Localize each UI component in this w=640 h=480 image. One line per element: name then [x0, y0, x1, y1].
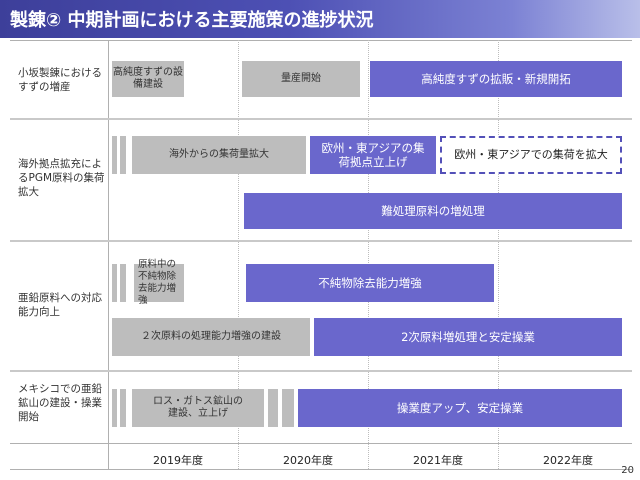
row-separator: [10, 240, 632, 242]
bar-pgm-base-launch: 欧州・東アジアの集荷拠点立上げ: [310, 136, 436, 174]
progress-stripe: [112, 389, 117, 427]
bar-pgm-collection-expansion: 欧州・東アジアでの集荷を拡大: [440, 136, 622, 174]
table-bottom-border: [10, 469, 632, 470]
title-bar: 製錬② 中期計画における主要施策の進捗状況: [0, 0, 640, 38]
year-label-2021: 2021年度: [413, 454, 463, 467]
year-label-2019: 2019年度: [153, 454, 203, 467]
year-divider-2021: [368, 40, 369, 469]
bar-zinc-secondary-construction: ２次原料の処理能力増強の建設: [112, 318, 310, 356]
bar-tin-facility-construction: 高純度すずの設備建設: [112, 61, 184, 97]
row-separator: [10, 118, 632, 120]
year-divider-2020: [238, 40, 239, 469]
page-title: 製錬② 中期計画における主要施策の進捗状況: [10, 10, 374, 31]
progress-stripe: [120, 389, 126, 427]
bar-zinc-impurity-capacity: 不純物除去能力増強: [246, 264, 494, 302]
row-label-zinc: 亜鉛原料への対応能力向上: [18, 292, 102, 318]
year-divider-2022: [498, 40, 499, 469]
row-label-tin: 小坂製錬におけるすずの増産: [18, 67, 102, 93]
progress-stripe: [120, 264, 126, 302]
year-axis-line: [10, 443, 632, 444]
progress-stripe: [282, 389, 294, 427]
progress-stripe: [112, 136, 117, 174]
label-column-divider: [108, 40, 109, 469]
row-label-mexico: メキシコでの亜鉛鉱山の建設・操業開始: [18, 383, 102, 423]
progress-stripe: [112, 264, 117, 302]
progress-stripe: [120, 136, 126, 174]
bar-pgm-difficult-material: 難処理原料の増処理: [244, 193, 622, 229]
bar-zinc-impurity-removal: 原料中の不純物除去能力増強: [134, 259, 184, 306]
bar-mexico-stable-operation: 操業度アップ、安定操業: [298, 389, 622, 427]
year-label-2020: 2020年度: [283, 454, 333, 467]
progress-stripe: [268, 389, 278, 427]
bar-tin-sales-expansion: 高純度すずの拡販・新規開拓: [370, 61, 622, 97]
bar-pgm-overseas-collection: 海外からの集荷量拡大: [132, 136, 306, 174]
row-label-pgm: 海外拠点拡充によるPGM原料の集荷拡大: [18, 158, 105, 198]
bar-mexico-construction: ロス・ガトス鉱山の建設、立上げ: [132, 389, 264, 427]
table-top-border: [10, 40, 632, 41]
row-separator: [10, 370, 632, 372]
year-label-2022: 2022年度: [543, 454, 593, 467]
bar-tin-mass-production: 量産開始: [242, 61, 360, 97]
bar-zinc-secondary-operation: 2次原料増処理と安定操業: [314, 318, 622, 356]
page-number: 20: [621, 465, 634, 476]
